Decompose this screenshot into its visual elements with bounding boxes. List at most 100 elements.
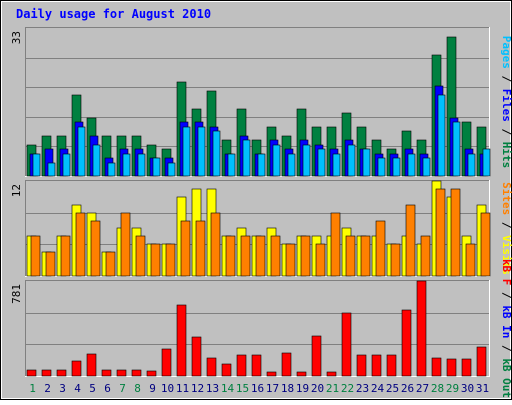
bar-sites-day-3 [60, 235, 71, 277]
day-label-22: 22 [341, 382, 354, 395]
bar-kb-f-day-16 [251, 354, 262, 377]
bar-sites-day-22 [345, 235, 356, 277]
day-label-24: 24 [371, 382, 385, 395]
bar-pages-day-31 [482, 148, 491, 177]
bar-kb-f-day-29 [446, 358, 457, 377]
bar-kb-f-day-17 [266, 371, 277, 377]
bar-kb-f-day-3 [56, 369, 67, 377]
bar-sites-day-16 [255, 235, 266, 277]
bar-sites-day-30 [465, 243, 476, 277]
bar-pages-day-5 [92, 144, 101, 177]
day-label-16: 16 [251, 382, 264, 395]
day-label-10: 10 [161, 382, 174, 395]
bar-pages-day-21 [332, 153, 341, 177]
day-label-21: 21 [326, 382, 339, 395]
bar-sites-day-19 [300, 235, 311, 277]
chart-title: Daily usage for August 2010 [16, 7, 211, 21]
day-label-8: 8 [134, 382, 141, 395]
day-label-26: 26 [401, 382, 414, 395]
bar-pages-day-15 [242, 139, 251, 177]
bar-pages-day-13 [212, 130, 221, 177]
bar-sites-day-4 [75, 212, 86, 277]
day-label-18: 18 [281, 382, 294, 395]
bar-sites-day-2 [45, 251, 56, 277]
day-label-28: 28 [431, 382, 444, 395]
day-label-14: 14 [221, 382, 235, 395]
day-label-4: 4 [74, 382, 81, 395]
day-label-1: 1 [29, 382, 36, 395]
day-label-3: 3 [59, 382, 66, 395]
day-label-11: 11 [176, 382, 189, 395]
day-label-30: 30 [461, 382, 474, 395]
day-label-6: 6 [104, 382, 111, 395]
bar-kb-f-day-10 [161, 348, 172, 377]
bar-kb-f-day-13 [206, 357, 217, 377]
bar-pages-day-26 [407, 153, 416, 177]
bar-kb-f-day-21 [326, 371, 337, 377]
series-label-part: Files [500, 89, 512, 122]
bar-kb-f-day-6 [101, 369, 112, 377]
bar-kb-f-day-22 [341, 312, 352, 377]
bar-sites-day-31 [480, 212, 491, 277]
bar-kb-f-day-7 [116, 369, 127, 377]
bar-pages-day-24 [377, 157, 386, 177]
bar-kb-f-day-4 [71, 360, 82, 377]
panel-hits-files-pages-scale-label: 33 [10, 31, 23, 44]
series-label-part: Sites [500, 182, 512, 215]
bar-pages-day-2 [47, 162, 56, 177]
bar-pages-day-3 [62, 153, 71, 177]
series-label-part: kB F [500, 259, 512, 286]
bar-pages-day-18 [287, 153, 296, 177]
bar-pages-day-1 [32, 153, 41, 177]
day-label-7: 7 [119, 382, 126, 395]
series-label-part: / [500, 122, 512, 142]
bar-sites-day-17 [270, 235, 281, 277]
bar-pages-day-4 [77, 126, 86, 177]
series-label-part: Pages [500, 36, 512, 69]
bar-kb-f-day-19 [296, 371, 307, 377]
bar-pages-day-29 [452, 121, 461, 177]
bar-kb-f-day-31 [476, 346, 487, 377]
bar-sites-day-28 [435, 188, 446, 277]
bar-sites-day-21 [330, 212, 341, 277]
day-label-13: 13 [206, 382, 219, 395]
bar-kb-f-day-8 [131, 369, 142, 377]
series-label-part: kB In [500, 305, 512, 338]
bar-pages-day-10 [167, 162, 176, 177]
bar-kb-f-day-5 [86, 353, 97, 377]
bar-pages-day-12 [197, 126, 206, 177]
bar-pages-day-30 [467, 153, 476, 177]
day-label-23: 23 [356, 382, 369, 395]
bar-sites-day-29 [450, 188, 461, 277]
bar-pages-day-19 [302, 144, 311, 177]
bar-kb-f-day-27 [416, 280, 427, 377]
series-label-part: / [500, 338, 512, 358]
series-label-part: Hits [500, 142, 512, 169]
bar-pages-day-22 [347, 144, 356, 177]
bar-sites-day-11 [180, 220, 191, 277]
panel-kb-scale-label: 781 [10, 284, 23, 304]
panel-hits-files-pages-series-label: Pages / Files / Hits [500, 36, 512, 169]
bar-kb-f-day-25 [386, 354, 397, 377]
bar-kb-f-day-24 [371, 354, 382, 377]
chart-outer-highlight [1, 1, 511, 399]
day-label-2: 2 [44, 382, 51, 395]
bar-sites-day-8 [135, 235, 146, 277]
bar-kb-f-day-20 [311, 335, 322, 377]
bar-pages-day-20 [317, 148, 326, 177]
bar-kb-f-day-26 [401, 309, 412, 377]
bar-pages-day-11 [182, 126, 191, 177]
bar-pages-day-28 [437, 94, 446, 177]
bar-kb-f-day-12 [191, 336, 202, 377]
bar-kb-f-day-28 [431, 357, 442, 377]
bar-pages-day-27 [422, 157, 431, 177]
series-label-part: / [500, 285, 512, 305]
panel-visits-sites-scale-label: 12 [10, 184, 23, 197]
bar-pages-day-7 [122, 153, 131, 177]
bar-sites-day-26 [405, 204, 416, 277]
bar-pages-day-6 [107, 162, 116, 177]
bar-kb-f-day-18 [281, 352, 292, 377]
bar-pages-day-25 [392, 157, 401, 177]
